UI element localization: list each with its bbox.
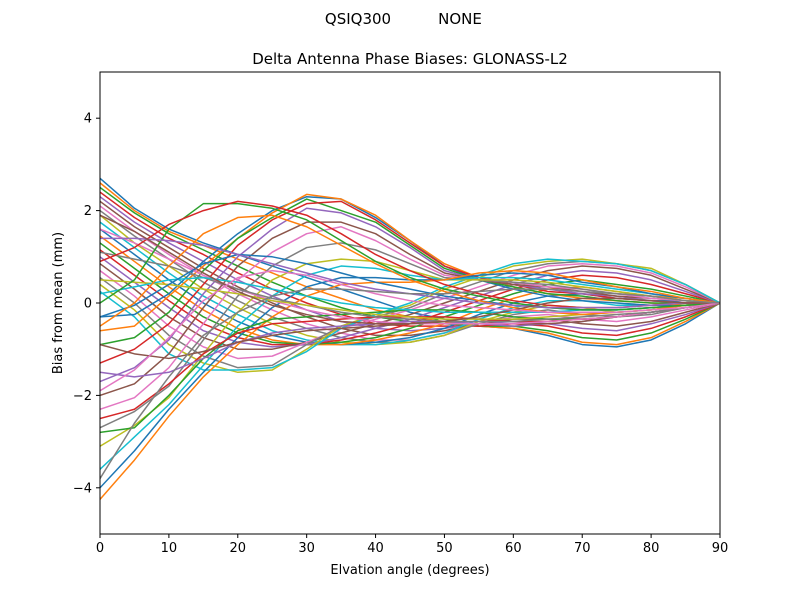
series-line-10 [100, 221, 720, 346]
x-axis: 0 10 20 30 40 50 60 70 80 90 [96, 534, 728, 556]
series-line-11 [100, 228, 720, 346]
series-line-4 [100, 191, 720, 337]
x-tick-label: 70 [574, 541, 591, 556]
series-line-43 [100, 202, 720, 311]
series-line-46 [100, 214, 720, 325]
x-tick-label: 60 [505, 541, 522, 556]
y-tick-label: 0 [84, 297, 92, 312]
suptitle-radome: NONE [438, 10, 482, 28]
series-line-13 [100, 242, 720, 346]
series-line-16 [100, 263, 720, 350]
y-tick-label: −4 [73, 481, 92, 496]
series-line-23 [100, 198, 720, 346]
y-axis-label: Bias from mean (mm) [51, 232, 66, 374]
x-tick-label: 0 [96, 541, 104, 556]
y-tick-label: 2 [84, 204, 92, 219]
x-axis-label: Elvation angle (degrees) [330, 563, 489, 578]
x-tick-label: 90 [712, 541, 729, 556]
x-tick-label: 30 [298, 541, 315, 556]
series-line-30 [100, 265, 720, 470]
series-line-48 [100, 288, 720, 479]
y-axis: −4 −2 0 2 4 [73, 112, 100, 496]
series-group [100, 177, 720, 500]
series-line-26 [100, 221, 720, 397]
y-tick-label: 4 [84, 112, 92, 127]
series-line-32 [100, 269, 720, 500]
chart-title: Delta Antenna Phase Biases: GLONASS-L2 [252, 50, 568, 68]
x-tick-label: 80 [643, 541, 660, 556]
series-line-20 [100, 258, 720, 371]
series-line-1 [100, 177, 720, 348]
series-line-47 [100, 269, 720, 392]
series-line-6 [100, 200, 720, 337]
y-tick-label: −2 [73, 389, 92, 404]
x-tick-label: 50 [436, 541, 453, 556]
x-tick-label: 20 [230, 541, 247, 556]
x-tick-label: 40 [367, 541, 384, 556]
x-tick-label: 10 [161, 541, 178, 556]
suptitle-station: QSIQ300 [325, 10, 391, 28]
